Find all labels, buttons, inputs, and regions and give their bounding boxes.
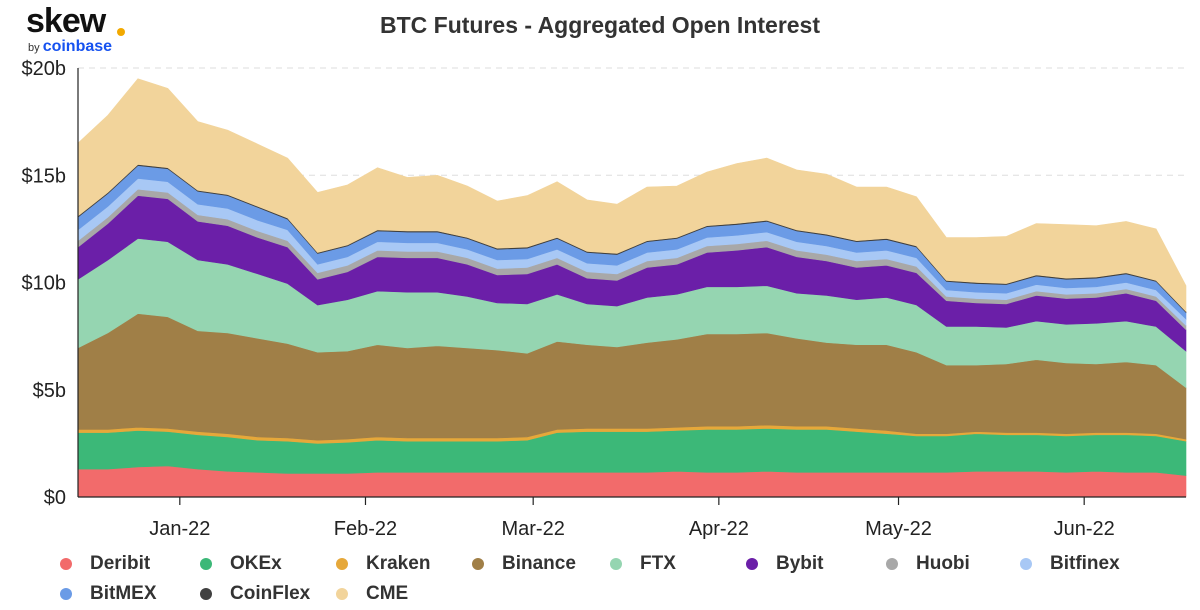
legend-swatch [200,588,212,600]
x-tick-label: May-22 [865,518,932,540]
legend-item-bybit[interactable]: Bybit [746,550,824,578]
legend-item-coinflex[interactable]: CoinFlex [200,580,310,608]
legend-item-kraken[interactable]: Kraken [336,550,430,578]
legend-swatch [336,588,348,600]
legend-label: Bitfinex [1050,553,1120,574]
legend-swatch [336,558,348,570]
legend-item-cme[interactable]: CME [336,580,408,608]
legend-swatch [1020,558,1032,570]
legend-item-bitfinex[interactable]: Bitfinex [1020,550,1120,578]
x-tick-label: Feb-22 [334,518,397,540]
coinbase-brand: coinbase [42,38,113,55]
logo-dot [117,28,125,36]
legend-swatch [472,558,484,570]
legend-label: Binance [502,553,576,574]
legend-swatch [886,558,898,570]
legend-swatch [60,588,72,600]
legend-swatch [60,558,72,570]
axis-layer: $0 $5b $10b $15b $20b Jan-22 Feb-22 Mar-22 Apr-2… [22,58,1186,540]
legend-item-huobi[interactable]: Huobi [886,550,970,578]
x-tick-label: Jun-22 [1054,518,1115,540]
y-tick-label: $0 [44,487,66,509]
legend-label: Deribit [90,553,151,574]
legend-label: OKEx [230,553,282,574]
legend-item-bitmex[interactable]: BitMEX [60,580,157,608]
legend-item-okex[interactable]: OKEx [200,550,282,578]
chart-title: BTC Futures - Aggregated Open Interest [379,12,821,38]
legend-label: Kraken [366,553,431,574]
legend-label: Bybit [776,553,824,574]
legend-label: CoinFlex [230,583,311,604]
logo-wordmark: skew [26,2,106,40]
legend-label: BitMEX [90,583,157,604]
legend-label: FTX [640,553,676,574]
y-tick-label: $20b [22,58,67,80]
skew-logo: skew by coinbase [26,2,136,58]
legend-swatch [610,558,622,570]
legend-item-binance[interactable]: Binance [472,550,576,578]
x-tick-label: Apr-22 [689,518,749,540]
area-layer [77,78,1187,498]
legend-item-deribit[interactable]: Deribit [60,550,150,578]
x-tick-label: Jan-22 [149,518,210,540]
legend-label: Huobi [916,553,970,574]
x-tick-label: Mar-22 [501,518,564,540]
area-series-cme [77,78,1187,313]
y-tick-label: $10b [22,273,67,295]
y-tick-label: $15b [22,165,67,187]
legend-swatch [200,558,212,570]
legend-label: CME [366,583,409,604]
y-tick-label: $5b [33,380,66,402]
legend-item-ftx[interactable]: FTX [610,550,676,578]
legend-swatch [746,558,758,570]
logo-by-text: by [28,42,40,54]
logo-byline: by coinbase [28,38,113,55]
